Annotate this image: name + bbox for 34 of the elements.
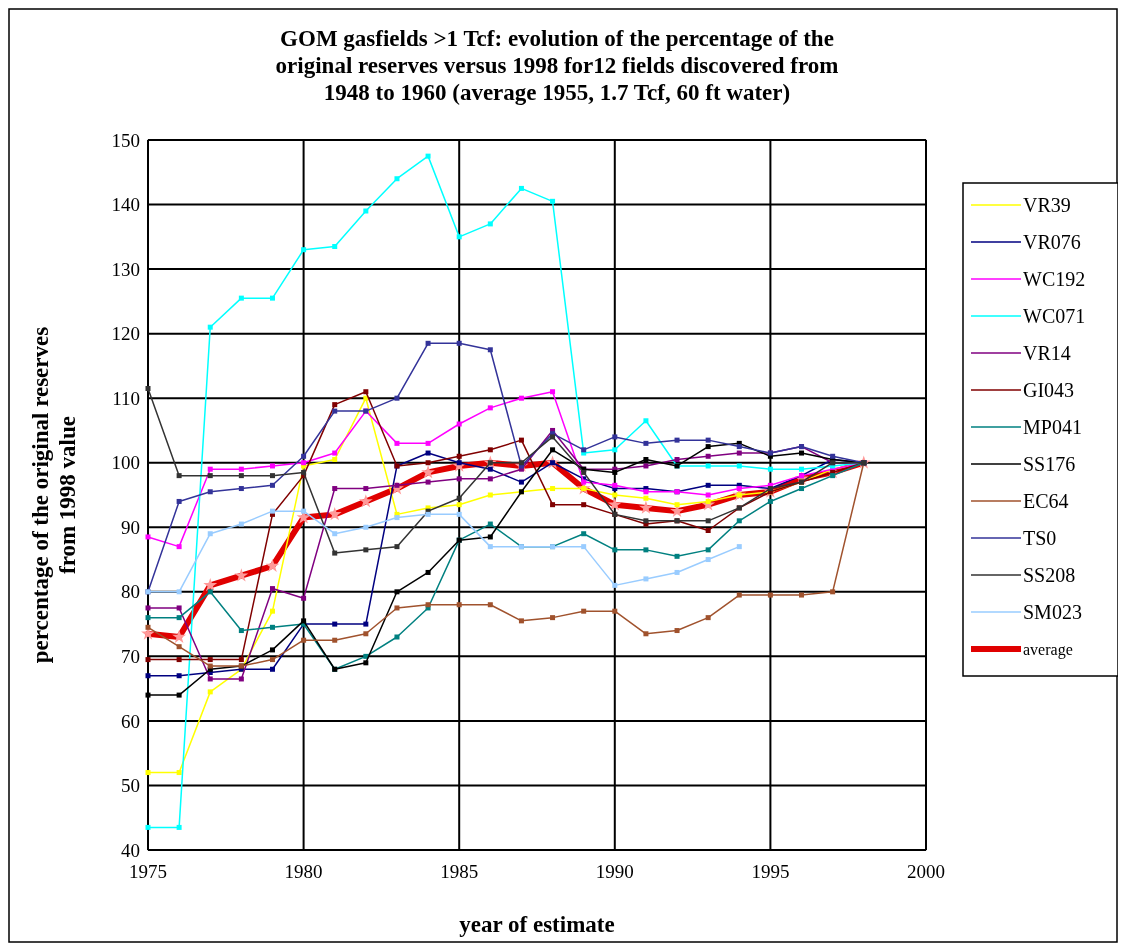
legend-label: WC192 (1023, 268, 1086, 290)
y-tick-label: 150 (111, 129, 140, 151)
y-axis-title: percentage of the original reserves from 1998 value (27, 326, 80, 664)
y-tick-label: 70 (121, 646, 140, 668)
y-tick-label: 80 (121, 581, 140, 603)
chart-title: GOM gasfields >1 Tcf: evolution of the percentage of the original reserves versus 1998 for12 fields discovered from 1948 to 1960 (average 1955, 1.7 Tcf, 60 ft water) (275, 26, 839, 105)
legend-label: VR39 (1023, 194, 1071, 216)
y-tick-label: 60 (121, 710, 140, 732)
legend-label: EC64 (1023, 490, 1069, 512)
legend-label: TS0 (1023, 527, 1057, 549)
x-tick-label: 1990 (595, 861, 634, 882)
y-tick-label: 50 (121, 775, 140, 797)
x-tick-label: 1985 (440, 861, 479, 882)
legend-label: SM023 (1023, 601, 1082, 623)
y-tick-label: 100 (111, 452, 140, 474)
legend-label: MP041 (1023, 416, 1082, 438)
y-tick-label: 130 (111, 258, 140, 280)
x-tick-label: 1975 (129, 861, 167, 882)
legend-label: SS208 (1023, 564, 1076, 586)
y-tick-label: 40 (121, 839, 140, 861)
y-tick-label: 110 (112, 387, 140, 409)
y-tick-label: 120 (111, 323, 140, 345)
x-axis-title: year of estimate (459, 912, 615, 937)
legend-label: VR076 (1023, 231, 1081, 253)
legend-label: average (1023, 640, 1073, 659)
x-tick-label: 1980 (284, 861, 323, 882)
legend-label: GI043 (1023, 379, 1075, 401)
legend-label: SS176 (1023, 453, 1076, 475)
y-tick-label: 140 (111, 194, 140, 216)
x-tick-label: 1995 (751, 861, 790, 882)
x-tick-label: 2000 (907, 861, 945, 882)
legend-label: WC071 (1023, 305, 1086, 327)
legend-label: VR14 (1023, 342, 1071, 364)
y-tick-label: 90 (121, 516, 140, 538)
